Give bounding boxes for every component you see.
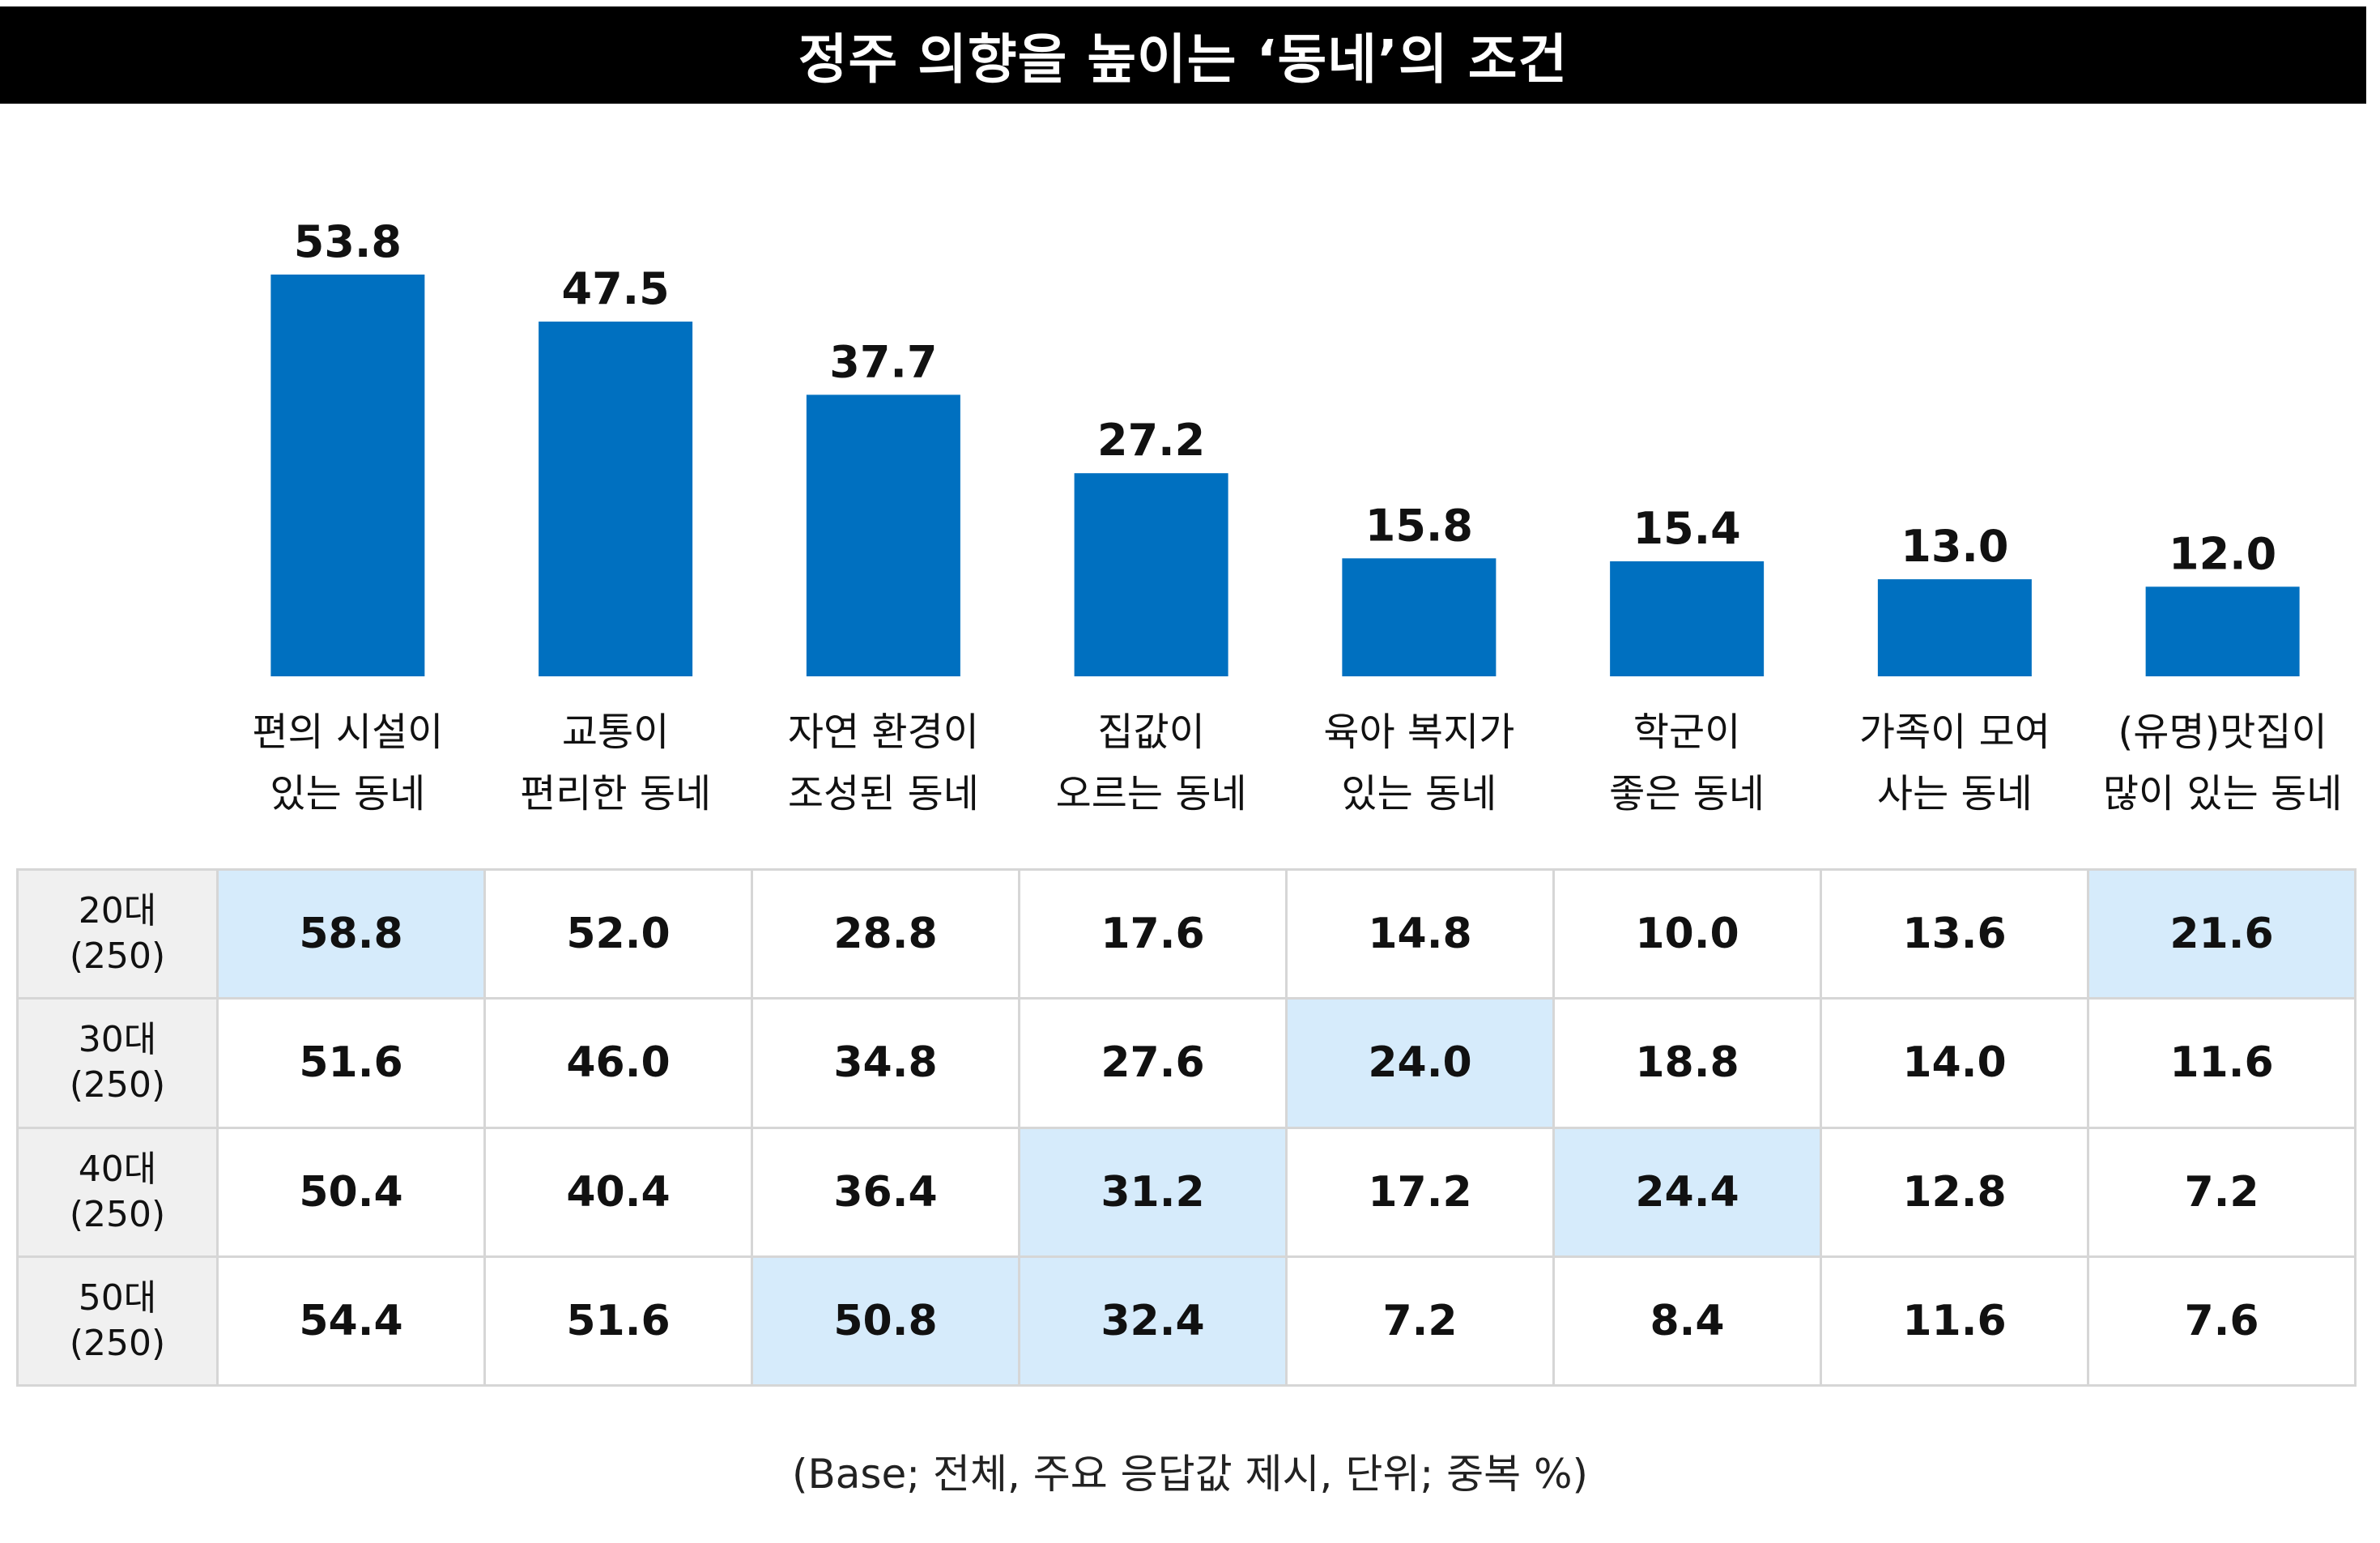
category-label: 교통이 [562,710,669,755]
table-cell: 18.8 [1552,997,1822,1129]
category-label: 오르는 동네 [1056,771,1247,816]
table-cell: 34.8 [751,997,1020,1129]
row-header: 40대 (250) [16,1126,219,1258]
table-cell: 17.6 [1018,867,1288,1000]
table-cell: 50.4 [216,1126,486,1258]
table-cell: 10.0 [1552,867,1822,1000]
table-row: 40대 (250) 50.4 40.4 36.4 31.2 17.2 24.4 12.8 7.2 [16,1126,2357,1258]
table-cell: 14.0 [1820,997,2089,1129]
table-row: 20대 (250) 58.8 52.0 28.8 17.6 14.8 10.0 13.6 21.6 [16,867,2357,1000]
table-cell: 51.6 [483,1255,753,1387]
title-bar: 정주 의향을 높이는 ‘동네’의 조건 [0,6,2366,104]
row-header: 50대 (250) [16,1255,219,1387]
bar-5 [1610,561,1765,676]
age-breakdown-table: 20대 (250) 58.8 52.0 28.8 17.6 14.8 10.0 13.6 21.6… [16,867,2357,1387]
bar-value-label: 47.5 [562,263,670,314]
table-cell: 32.4 [1018,1255,1288,1387]
table-cell: 36.4 [751,1126,1020,1258]
table-cell: 52.0 [483,867,753,1000]
category-label: 많이 있는 동네 [2103,771,2342,816]
bar-1 [539,322,693,676]
category-label: 가족이 모여 [1859,710,2050,755]
table-cell: 51.6 [216,997,486,1129]
bar-value-label: 15.8 [1365,500,1473,551]
category-label: 육아 복지가 [1323,710,1514,755]
table-cell: 46.0 [483,997,753,1129]
row-header: 20대 (250) [16,867,219,1000]
category-label: 있는 동네 [270,771,425,816]
table-cell: 7.2 [1285,1255,1555,1387]
table-cell: 54.4 [216,1255,486,1387]
row-header-line: (250) [69,936,166,978]
bar-value-label: 27.2 [1097,415,1205,466]
bar-value-label: 37.7 [829,336,937,387]
table-cell: 24.0 [1285,997,1555,1129]
table-cell: 50.8 [751,1255,1020,1387]
row-header-line: 30대 [78,1019,157,1061]
table-cell: 11.6 [1820,1255,2089,1387]
row-header-line: (250) [69,1064,166,1106]
category-label: 조성된 동네 [788,771,979,816]
row-header-line: (250) [69,1322,166,1364]
row-header: 30대 (250) [16,997,219,1129]
table-cell: 13.6 [1820,867,2089,1000]
bar-3 [1074,473,1228,676]
row-header-line: 20대 [78,890,157,932]
table-row: 50대 (250) 54.4 51.6 50.8 32.4 7.2 8.4 11.6 7.6 [16,1255,2357,1387]
footnote: (Base; 전체, 주요 응답값 제시, 단위; 중복 %) [791,1451,1588,1498]
table-cell: 40.4 [483,1126,753,1258]
category-label: 자연 환경이 [788,710,979,755]
category-label: 좋은 동네 [1609,771,1765,816]
bar-4 [1342,558,1497,676]
table-cell: 28.8 [751,867,1020,1000]
table-cell: 27.6 [1018,997,1288,1129]
table-cell: 12.8 [1820,1126,2089,1258]
table-cell: 21.6 [2087,867,2357,1000]
bar-6 [1877,579,2032,676]
bar-value-label: 13.0 [1901,521,2008,572]
table-cell: 14.8 [1285,867,1555,1000]
table-cell: 17.2 [1285,1126,1555,1258]
table-cell: 58.8 [216,867,486,1000]
bar-0 [270,274,425,676]
row-header-line: 50대 [78,1277,157,1319]
table-cell: 31.2 [1018,1126,1288,1258]
category-label: 학군이 [1633,710,1740,755]
chart-title: 정주 의향을 높이는 ‘동네’의 조건 [798,28,1569,91]
category-label: (유명)맛집이 [2118,710,2327,755]
row-header-line: (250) [69,1193,166,1235]
table-cell: 11.6 [2087,997,2357,1129]
category-label: 편의 시설이 [252,710,443,755]
category-label: 집값이 [1097,710,1204,755]
bar-value-label: 12.0 [2169,528,2276,579]
bar-2 [806,394,960,676]
table-cell: 7.6 [2087,1255,2357,1387]
bar-value-label: 15.4 [1633,503,1741,554]
table-cell: 24.4 [1552,1126,1822,1258]
table-row: 30대 (250) 51.6 46.0 34.8 27.6 24.0 18.8 14.0 11.6 [16,997,2357,1129]
bar-value-label: 53.8 [294,216,402,267]
bar-7 [2145,586,2300,676]
row-header-line: 40대 [78,1148,157,1190]
table-cell: 7.2 [2087,1126,2357,1258]
category-label: 사는 동네 [1877,771,2033,816]
table-cell: 8.4 [1552,1255,1822,1387]
category-label: 편리한 동네 [520,771,711,816]
category-label: 있는 동네 [1341,771,1497,816]
